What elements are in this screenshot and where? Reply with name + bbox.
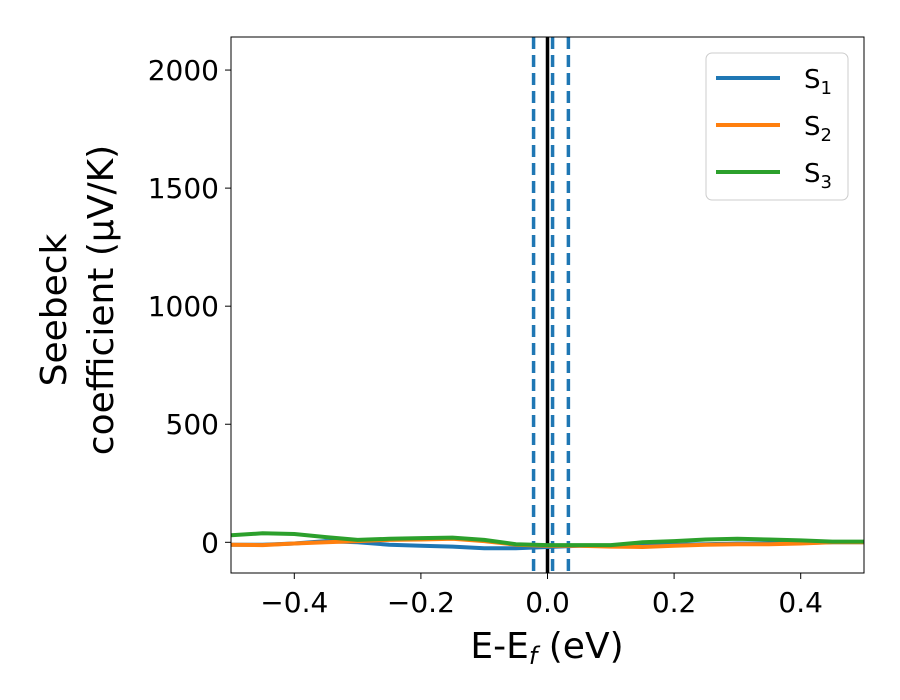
- legend-label-s3: S3: [804, 159, 832, 193]
- x-axis-label: E-Ef (eV): [470, 626, 623, 670]
- y-axis-ticks: 0 500 1000 1500 2000: [148, 54, 231, 559]
- legend-label-s2: S2: [804, 112, 832, 146]
- y-tick-label: 1500: [148, 172, 219, 205]
- y-axis-label: Seebeck coefficient (μV/K): [34, 145, 122, 455]
- y-tick-label: 1000: [148, 290, 219, 323]
- y-tick-label: 0: [201, 526, 219, 559]
- x-tick-label: −0.4: [260, 586, 328, 619]
- vertical-lines: [531, 37, 571, 573]
- x-tick-label: −0.2: [387, 586, 455, 619]
- legend-label-s1: S1: [804, 65, 832, 99]
- y-tick-label: 2000: [148, 54, 219, 87]
- legend: S1 S2 S3: [705, 52, 849, 201]
- x-axis-ticks: −0.4 −0.2 0.0 0.2 0.4: [260, 573, 823, 619]
- y-axis-label-line2: coefficient (μV/K): [81, 145, 122, 455]
- x-tick-label: 0.2: [652, 586, 697, 619]
- x-tick-label: 0.4: [778, 586, 823, 619]
- y-tick-label: 500: [166, 408, 219, 441]
- y-axis-label-line1: Seebeck: [34, 233, 75, 386]
- x-tick-label: 0.0: [525, 586, 570, 619]
- series-line-s3: [231, 531, 864, 548]
- series-lines: [231, 531, 864, 551]
